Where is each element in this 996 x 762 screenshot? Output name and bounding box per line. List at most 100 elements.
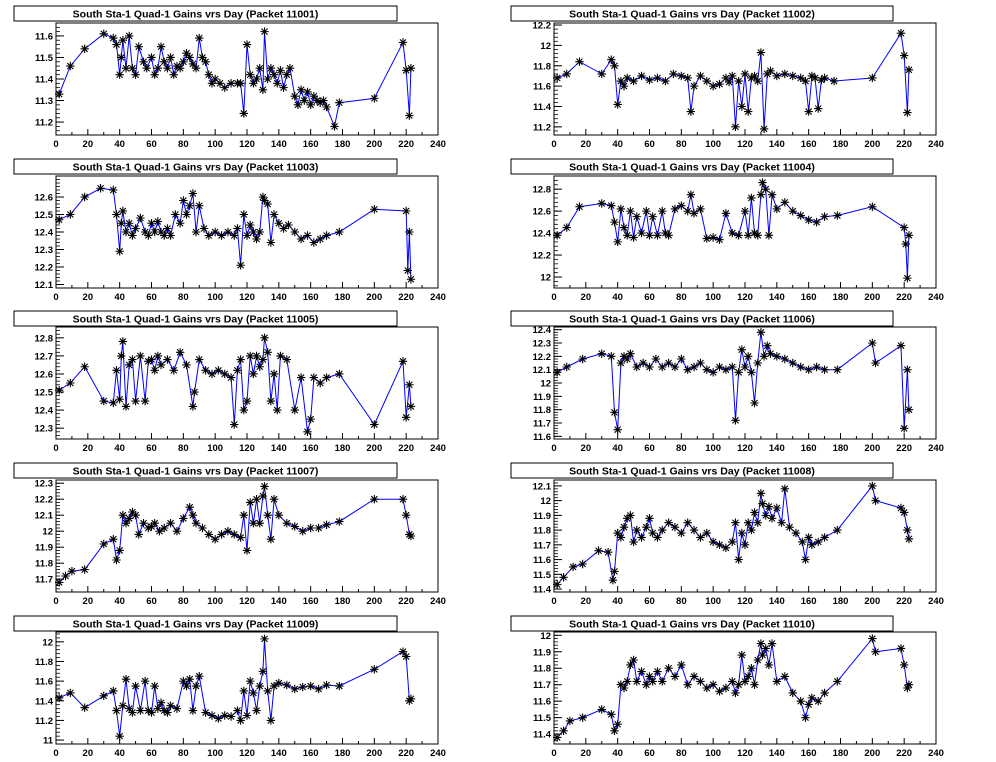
data-point-marker xyxy=(734,231,743,240)
data-point-marker xyxy=(273,405,282,415)
data-point-marker xyxy=(715,687,724,696)
data-point-marker xyxy=(233,224,242,233)
data-point-marker xyxy=(236,533,245,542)
y-tick-label: 12.2 xyxy=(533,21,552,32)
data-point-marker xyxy=(207,79,217,88)
data-point-marker xyxy=(683,365,692,374)
chart-panel-6: South Sta-1 Quad-1 Gains vrs Day (Packet… xyxy=(510,310,944,454)
x-tick-label: 160 xyxy=(303,596,319,607)
data-point-marker xyxy=(274,678,284,688)
data-point-marker xyxy=(249,519,258,528)
data-point-marker xyxy=(689,525,699,535)
y-tick-label: 12.2 xyxy=(533,251,552,262)
data-point-marker xyxy=(689,81,699,91)
data-point-marker xyxy=(236,355,245,364)
data-point-marker xyxy=(188,189,198,198)
data-point-marker xyxy=(121,227,131,237)
data-point-marker xyxy=(207,369,217,379)
data-point-marker xyxy=(214,714,223,723)
y-tick-label: 12.8 xyxy=(533,185,552,196)
x-tick-label: 140 xyxy=(769,139,785,150)
data-point-marker xyxy=(780,198,789,207)
x-tick-label: 140 xyxy=(769,443,785,454)
data-point-marker xyxy=(728,677,737,686)
data-point-marker xyxy=(578,713,587,722)
y-tick-label: 12.4 xyxy=(35,406,54,417)
data-point-marker xyxy=(683,206,692,216)
data-point-marker xyxy=(868,338,877,348)
data-point-marker xyxy=(260,196,269,205)
chart-title: South Sta-1 Quad-1 Gains vrs Day (Packet… xyxy=(73,466,319,478)
x-tick-label: 60 xyxy=(644,443,655,454)
data-point-marker xyxy=(263,686,272,696)
data-point-marker xyxy=(796,362,805,372)
data-point-marker xyxy=(804,215,813,225)
data-point-marker xyxy=(136,213,145,223)
data-point-marker xyxy=(689,362,699,372)
data-point-marker xyxy=(708,368,718,377)
x-tick-label: 120 xyxy=(239,292,255,303)
x-tick-label: 200 xyxy=(864,748,880,759)
data-point-marker xyxy=(772,71,782,81)
x-tick-label: 160 xyxy=(303,748,319,759)
data-point-marker xyxy=(112,366,121,375)
data-point-marker xyxy=(653,73,662,83)
data-point-marker xyxy=(747,193,756,203)
data-point-marker xyxy=(201,57,210,66)
x-tick-label: 60 xyxy=(146,139,157,150)
x-tick-label: 120 xyxy=(239,443,255,454)
data-point-marker xyxy=(150,366,159,375)
data-point-marker xyxy=(282,680,291,690)
data-point-marker xyxy=(750,680,759,689)
data-point-marker xyxy=(260,482,269,491)
x-tick-label: 160 xyxy=(801,596,817,607)
y-tick-label: 12.1 xyxy=(35,511,54,522)
data-point-marker xyxy=(696,533,705,542)
x-tick-label: 80 xyxy=(178,292,189,303)
data-point-marker xyxy=(807,693,817,703)
data-point-marker xyxy=(99,396,108,406)
data-point-marker xyxy=(750,71,759,81)
data-point-marker xyxy=(619,522,629,532)
data-point-marker xyxy=(140,227,150,237)
data-point-marker xyxy=(109,185,118,195)
data-point-marker xyxy=(904,231,914,240)
x-tick-label: 140 xyxy=(271,292,287,303)
data-point-marker xyxy=(734,555,743,564)
data-point-marker xyxy=(226,373,236,382)
data-point-marker xyxy=(188,402,198,411)
data-point-marker xyxy=(172,527,182,536)
data-point-marker xyxy=(721,365,731,374)
data-point-marker xyxy=(128,64,137,73)
data-point-marker xyxy=(796,211,805,220)
x-tick-label: 0 xyxy=(551,139,556,150)
data-point-marker xyxy=(653,667,662,676)
data-point-marker xyxy=(335,681,344,691)
data-point-marker xyxy=(653,231,662,240)
data-point-marker xyxy=(260,333,269,343)
y-tick-label: 11.8 xyxy=(533,526,551,537)
chart-title-box xyxy=(510,615,894,632)
x-tick-label: 220 xyxy=(398,443,414,454)
data-point-marker xyxy=(758,499,767,508)
data-point-marker xyxy=(121,64,131,73)
data-point-marker xyxy=(734,368,743,377)
plot-frame xyxy=(55,326,439,440)
data-point-marker xyxy=(702,365,711,374)
data-point-marker xyxy=(309,373,319,382)
x-tick-label: 120 xyxy=(239,139,255,150)
data-point-marker xyxy=(306,681,315,691)
data-point-marker xyxy=(756,190,766,199)
data-point-marker xyxy=(689,209,699,218)
x-tick-label: 40 xyxy=(114,748,125,759)
x-tick-label: 80 xyxy=(178,596,189,607)
data-point-marker xyxy=(255,64,264,73)
data-point-marker xyxy=(868,202,877,211)
data-point-marker xyxy=(335,227,344,237)
data-point-marker xyxy=(54,578,64,587)
data-point-marker xyxy=(266,238,276,247)
data-point-marker xyxy=(747,368,756,377)
data-point-marker xyxy=(140,676,150,686)
data-point-marker xyxy=(603,548,613,557)
data-point-marker xyxy=(115,247,124,256)
